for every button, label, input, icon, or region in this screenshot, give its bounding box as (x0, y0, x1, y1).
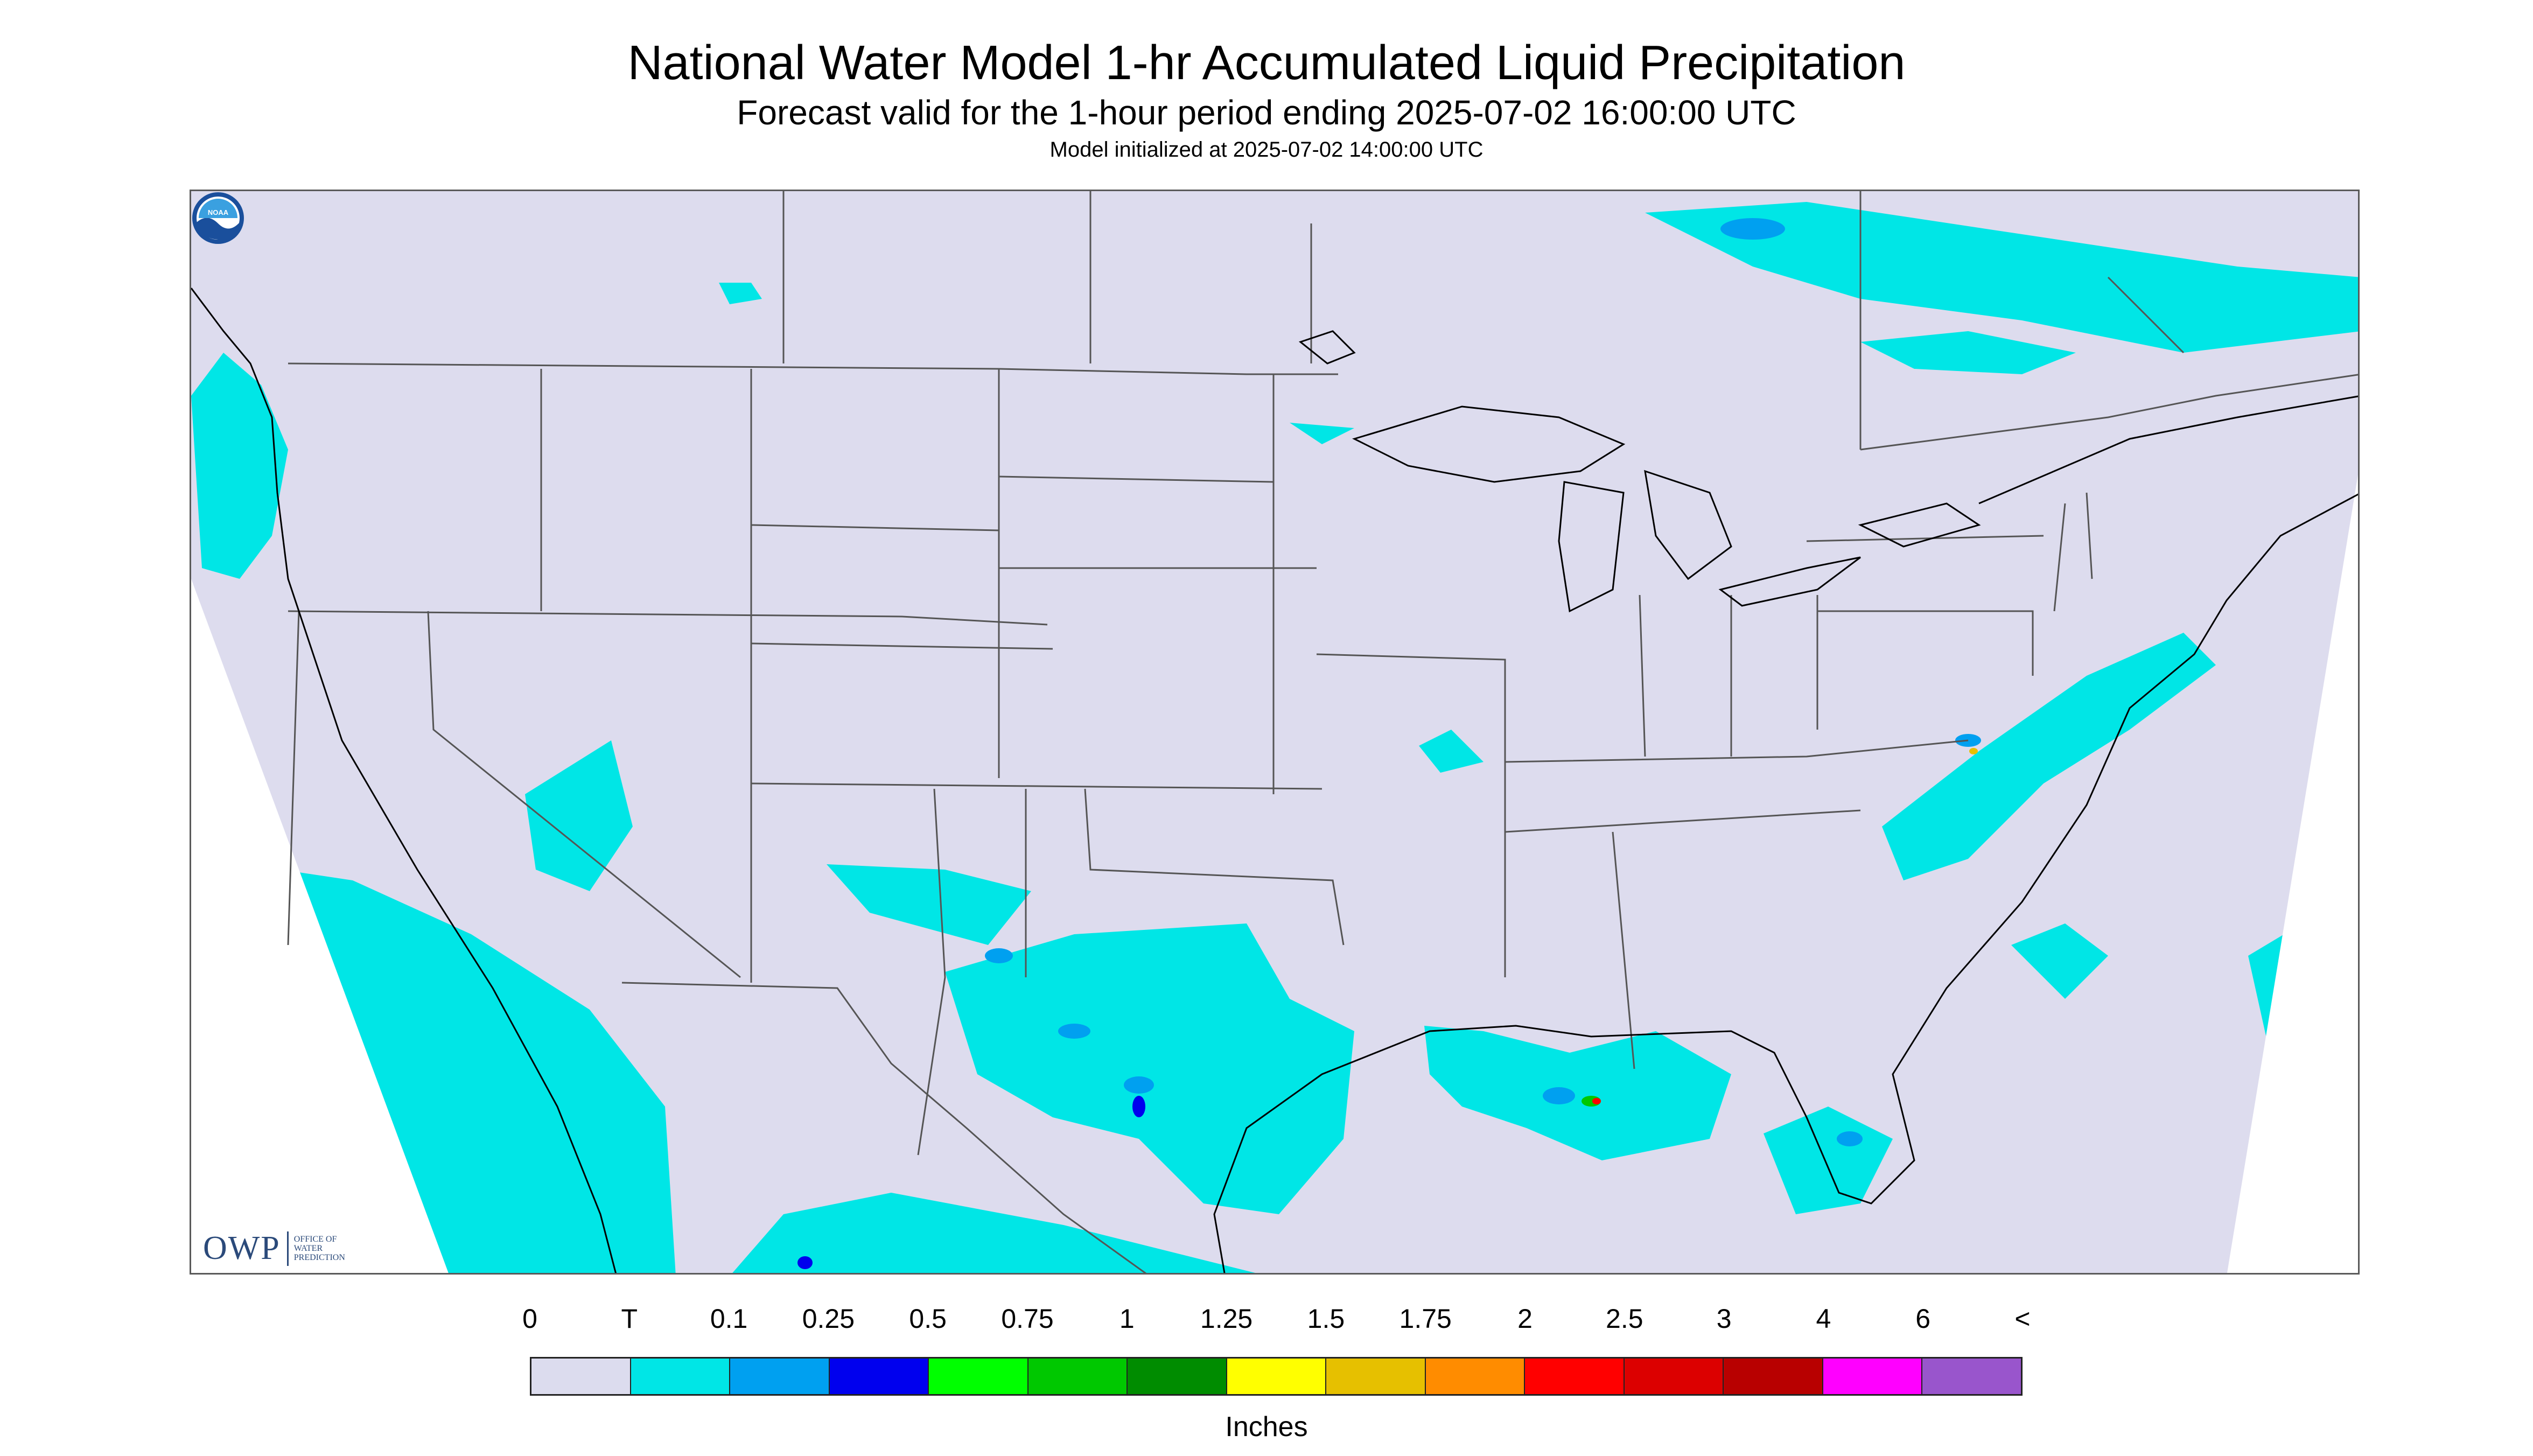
owp-logo-mark: OWP (203, 1230, 281, 1266)
legend-label: 6 (1915, 1304, 1931, 1334)
legend-label: 2 (1517, 1304, 1533, 1334)
legend: 0 T 0.1 0.25 0.5 0.75 1 1.25 1.5 1.75 2 2.5 3 4 6 < (522, 1303, 2031, 1400)
legend-swatch (531, 1359, 631, 1394)
legend-units: Inches (1225, 1411, 1308, 1443)
legend-swatch (1128, 1359, 1227, 1394)
legend-label: 4 (1816, 1304, 1831, 1334)
legend-label: 0.5 (909, 1304, 947, 1334)
legend-swatch (1028, 1359, 1128, 1394)
legend-swatch (1525, 1359, 1625, 1394)
legend-label: 0 (522, 1304, 537, 1334)
model-domain (191, 191, 2358, 1273)
legend-label: < (2014, 1304, 2031, 1334)
map-canvas (191, 191, 2358, 1273)
international-borders (621, 191, 2358, 1273)
legend-swatch (1326, 1359, 1426, 1394)
legend-swatch (1922, 1359, 2021, 1394)
precip-light-areas (985, 218, 1981, 1146)
precip-heavy-spots (797, 748, 1978, 1269)
legend-label: 1.25 (1200, 1304, 1253, 1334)
legend-swatch (1823, 1359, 1923, 1394)
precipitation-map: OWP OFFICE OF WATER PREDICTION NOAA (190, 190, 2360, 1275)
model-init-time: Model initialized at 2025-07-02 14:00:00… (1049, 138, 1484, 162)
legend-label: 1 (1119, 1304, 1135, 1334)
legend-swatch (631, 1359, 731, 1394)
legend-swatch (929, 1359, 1028, 1394)
legend-swatch (730, 1359, 830, 1394)
map-title: National Water Model 1-hr Accumulated Li… (627, 36, 1906, 90)
noaa-logo-icon: NOAA (192, 192, 244, 244)
noaa-logo-text: NOAA (208, 208, 229, 216)
map-subtitle: Forecast valid for the 1-hour period end… (737, 93, 1796, 132)
legend-label: T (621, 1304, 638, 1334)
legend-swatch (1624, 1359, 1724, 1394)
precip-trace-areas (191, 202, 2358, 1273)
legend-label: 1.5 (1307, 1304, 1345, 1334)
legend-label: 0.75 (1001, 1304, 1054, 1334)
legend-label: 0.1 (710, 1304, 748, 1334)
owp-logo-line-3: PREDICTION (293, 1253, 345, 1262)
legend-swatch (1425, 1359, 1526, 1394)
legend-label: 2.5 (1606, 1304, 1643, 1334)
legend-label: 1.75 (1399, 1304, 1452, 1334)
owp-logo-line-2: WATER (293, 1244, 323, 1253)
legend-swatch (1724, 1359, 1823, 1394)
legend-label: 3 (1716, 1304, 1732, 1334)
owp-logo-divider (286, 1231, 289, 1266)
owp-logo: OWP OFFICE OF WATER PREDICTION (203, 1229, 369, 1268)
owp-logo-line-1: OFFICE OF (293, 1235, 337, 1244)
owp-logo-text: OFFICE OF WATER PREDICTION (294, 1235, 369, 1262)
state-boundaries (287, 362, 2093, 1156)
coastlines (191, 288, 2358, 1273)
legend-label: 0.25 (802, 1304, 855, 1334)
legend-color-bar (530, 1357, 2023, 1396)
legend-swatch (829, 1359, 929, 1394)
legend-swatch (1227, 1359, 1327, 1394)
